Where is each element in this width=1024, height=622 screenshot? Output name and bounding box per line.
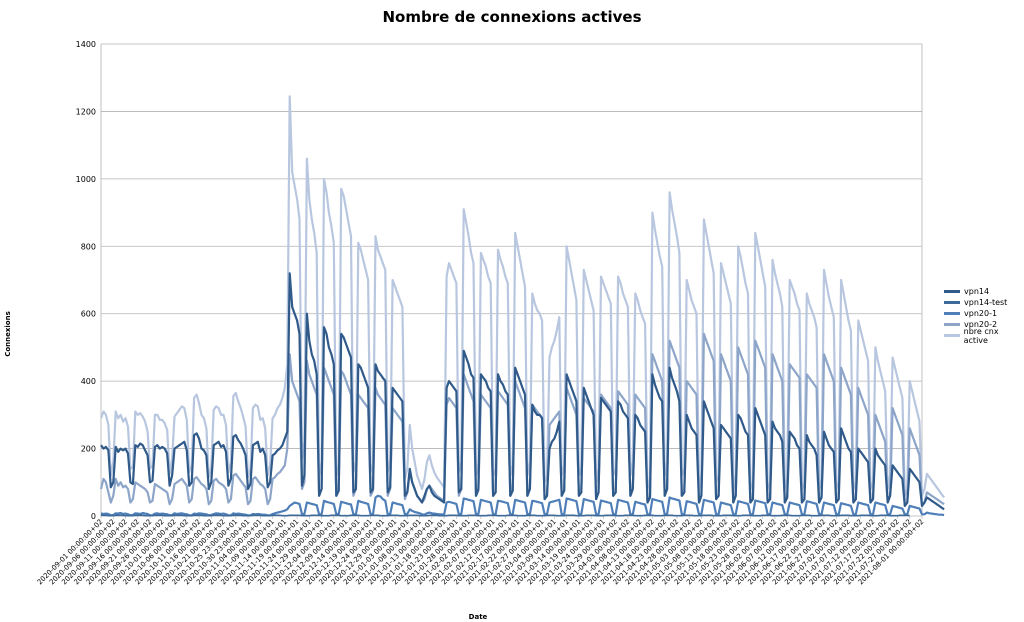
y-tick-label: 800 (81, 242, 96, 251)
legend-swatch (944, 312, 960, 315)
legend-label: nbre cnx active (963, 326, 999, 345)
legend: vpn14 vpn14-test vpn20-1 vpn20-2 nbre cnx ac… (944, 286, 1024, 345)
chart-title: Nombre de connexions actives (382, 8, 642, 26)
y-tick-label: 200 (81, 445, 96, 454)
series-line-nbre-cnx-active (99, 95, 945, 499)
legend-label: vpn14-test (964, 298, 1008, 307)
legend-swatch (944, 323, 960, 326)
legend-swatch (944, 301, 960, 304)
y-tick-label: 0 (91, 512, 96, 521)
legend-item: vpn20-1 (944, 308, 1024, 319)
legend-item: vpn14-test (944, 297, 1024, 308)
y-tick-label: 1200 (76, 107, 96, 116)
series-line-vpn20-1 (100, 494, 945, 517)
legend-item: vpn20-2 (944, 319, 1024, 330)
y-tick-label: 400 (81, 377, 96, 386)
legend-label: vpn20-1 (964, 309, 998, 318)
legend-swatch (944, 334, 960, 337)
legend-item: nbre cnx active (944, 327, 1024, 345)
y-tick-label: 600 (81, 310, 96, 319)
legend-swatch (944, 290, 960, 293)
legend-label: vpn20-2 (964, 320, 998, 329)
legend-label: vpn14 (964, 287, 990, 296)
x-axis-label: Date (468, 613, 488, 621)
series-line-vpn14 (100, 272, 945, 511)
y-tick-label: 1000 (76, 175, 96, 184)
y-tick-label: 1400 (76, 40, 96, 49)
legend-item: vpn14 (944, 286, 1024, 297)
